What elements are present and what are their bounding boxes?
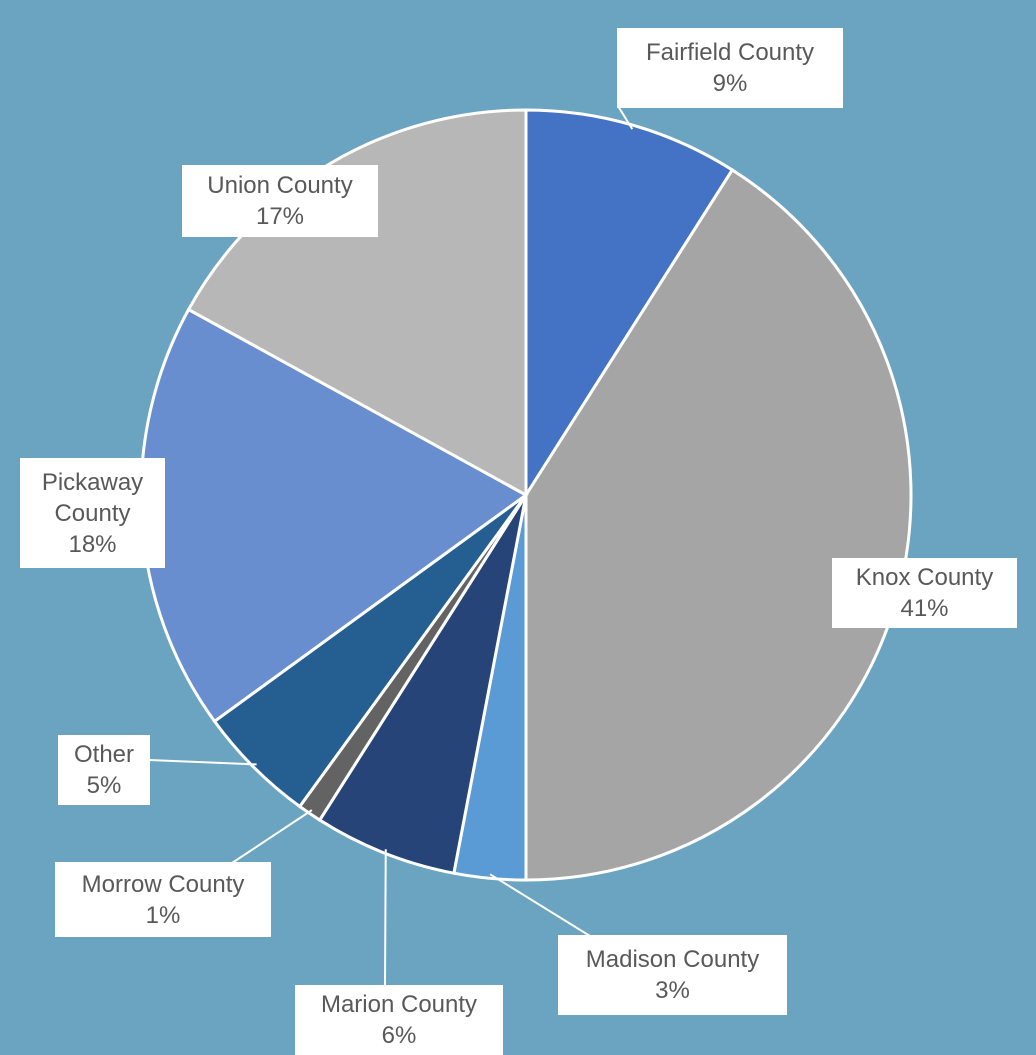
pie-slice [317, 494, 528, 875]
label-name: Pickaway County [41, 468, 144, 527]
leader-line [384, 849, 387, 987]
label-name: Other [73, 741, 135, 768]
label-name: Morrow County [81, 870, 245, 898]
label-value: 17% [255, 203, 305, 230]
data-label: Pickaway County 18% [20, 458, 165, 568]
data-label: Marion County 6% [295, 985, 503, 1055]
label-name: Union County [207, 172, 353, 199]
label-name: Knox County [855, 564, 994, 591]
leader-line [617, 105, 634, 130]
data-label: Knox County 41% [832, 558, 1017, 628]
leader-line [489, 873, 591, 937]
label-value: 1% [145, 901, 181, 929]
leader-line [148, 759, 257, 766]
leader-line [231, 809, 313, 864]
label-value: 6% [381, 1022, 417, 1049]
data-label: Fairfield County 9% [617, 28, 843, 108]
label-value: 41% [900, 595, 949, 622]
data-label: Other 5% [58, 735, 150, 805]
label-name: Marion County [320, 991, 478, 1018]
data-label: Morrow County 1% [55, 862, 271, 937]
label-value: 3% [655, 977, 690, 1004]
data-label: Union County 17% [182, 165, 378, 237]
data-label: Madison County 3% [558, 935, 787, 1015]
pie-slice [524, 108, 735, 501]
label-value: 9% [712, 70, 748, 97]
label-name: Fairfield County [645, 39, 815, 66]
label-name: Madison County [585, 946, 760, 973]
label-value: 5% [86, 772, 122, 799]
label-value: 18% [68, 530, 117, 558]
